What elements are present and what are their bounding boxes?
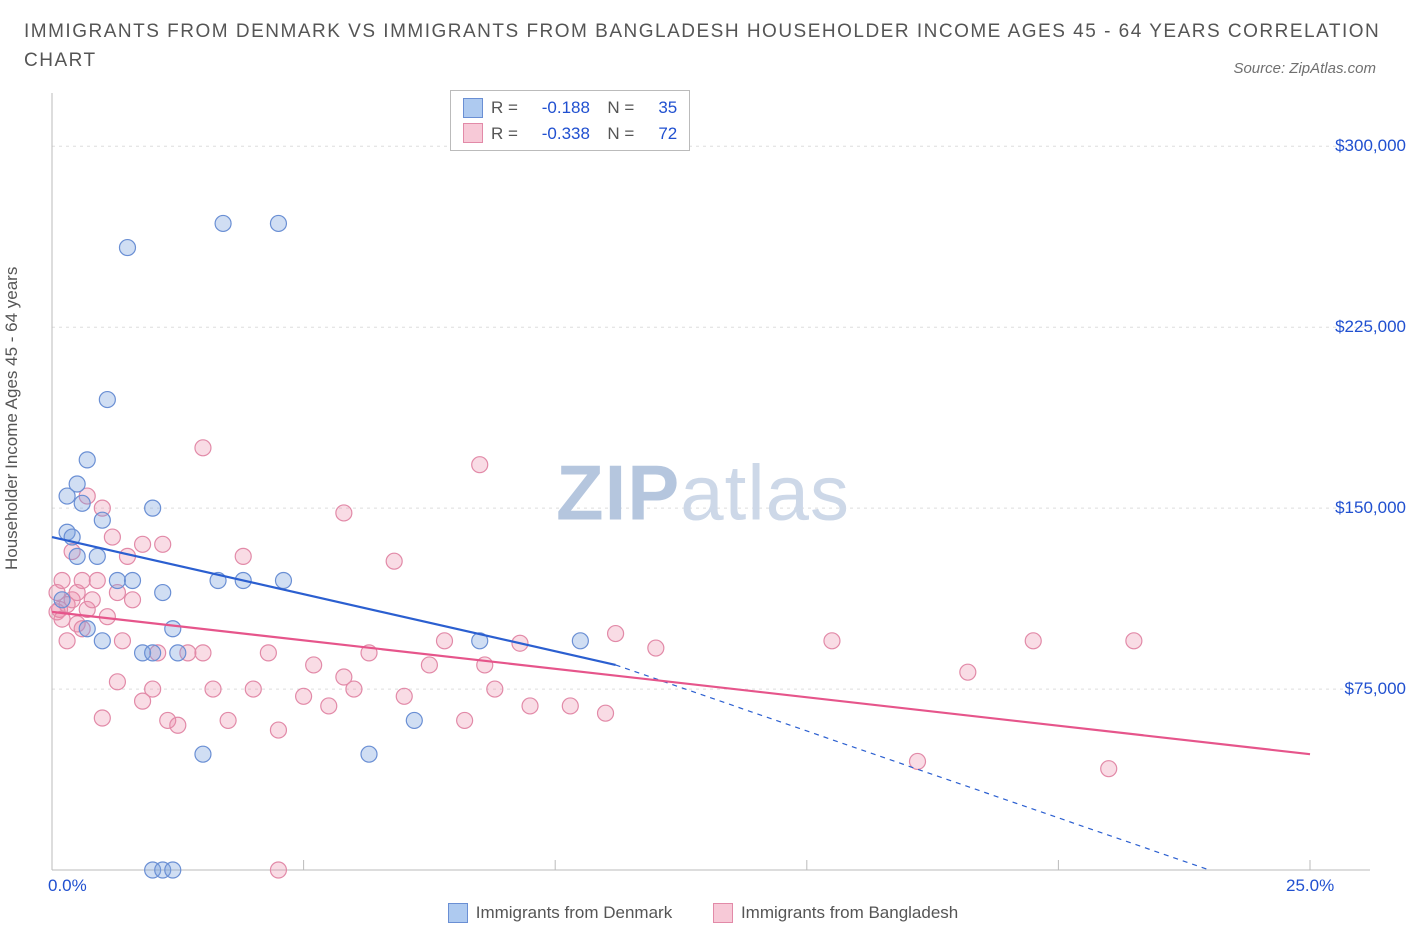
correlation-chart: Householder Income Ages 45 - 64 years ZI… (0, 90, 1406, 930)
y-tick-75k: $75,000 (1326, 679, 1406, 699)
legend-item-bangladesh: Immigrants from Bangladesh (713, 903, 958, 923)
x-tick-25: 25.0% (1286, 876, 1334, 896)
y-tick-150k: $150,000 (1326, 498, 1406, 518)
page-title: IMMIGRANTS FROM DENMARK VS IMMIGRANTS FR… (24, 18, 1382, 75)
stats-row-bangladesh: R = -0.338 N = 72 (463, 121, 677, 147)
x-tick-0: 0.0% (48, 876, 87, 896)
y-tick-300k: $300,000 (1326, 136, 1406, 156)
swatch-bangladesh (463, 123, 483, 143)
y-tick-225k: $225,000 (1326, 317, 1406, 337)
scatter-plot-svg (0, 90, 1406, 890)
legend-item-denmark: Immigrants from Denmark (448, 903, 672, 923)
series-legend: Immigrants from Denmark Immigrants from … (0, 903, 1406, 928)
stats-legend: R = -0.188 N = 35 R = -0.338 N = 72 (450, 90, 690, 151)
stats-row-denmark: R = -0.188 N = 35 (463, 95, 677, 121)
swatch-denmark (463, 98, 483, 118)
source-credit: Source: ZipAtlas.com (1233, 60, 1376, 77)
